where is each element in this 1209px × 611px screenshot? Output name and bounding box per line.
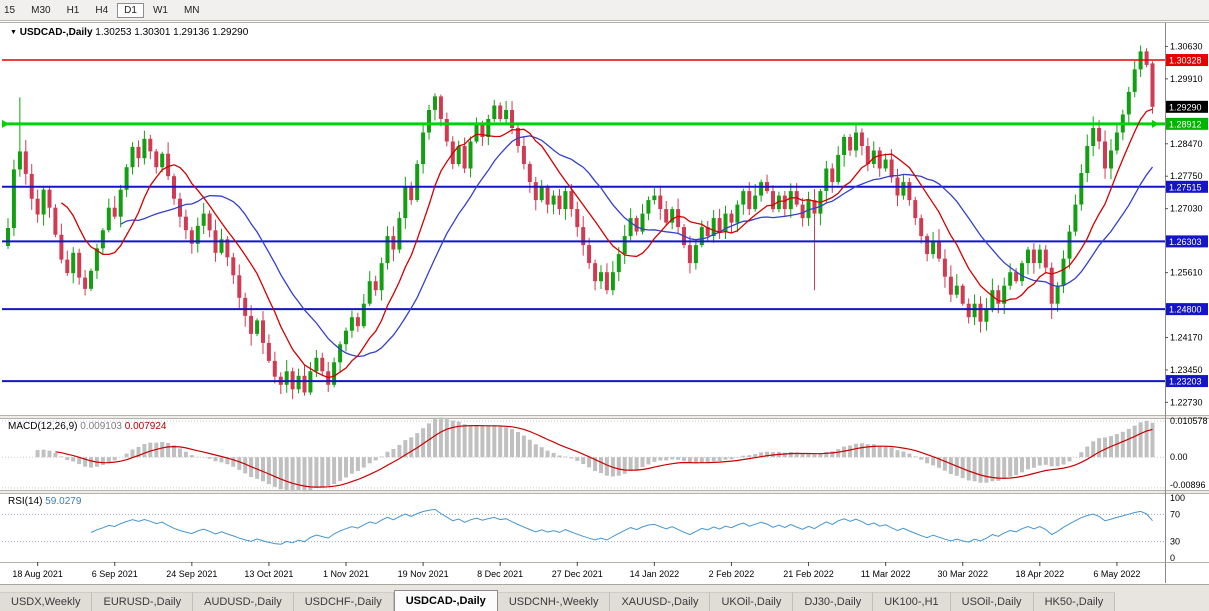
- symbol-tabbar: USDX,Weekly EURUSD-,Daily AUDUSD-,Daily USD…: [0, 584, 1209, 611]
- macd-pane[interactable]: 0.010578 0.00 -0.00896: [2, 416, 1208, 492]
- symbol-tab-usdchf-daily[interactable]: USDCHF-,Daily: [293, 592, 394, 611]
- svg-text:1.28912: 1.28912: [1169, 119, 1202, 129]
- rsi-axis-label: 30: [1170, 537, 1180, 547]
- svg-text:1.27515: 1.27515: [1169, 182, 1202, 192]
- level-line-arrow-icon: [1152, 119, 1159, 128]
- svg-text:1.30328: 1.30328: [1169, 56, 1202, 66]
- symbol-tab-dj30-daily[interactable]: DJ30-,Daily: [793, 592, 874, 611]
- level-line-arrow-icon: [2, 119, 9, 128]
- symbol-tab-ukoil-daily[interactable]: UKOil-,Daily: [710, 592, 794, 611]
- symbol-tab-usdcad-daily[interactable]: USDCAD-,Daily: [393, 590, 498, 611]
- timeframe-button-h1[interactable]: H1: [66, 4, 80, 16]
- macd-axis-label: 0.00: [1170, 452, 1188, 462]
- price-tick-label: 1.25610: [1170, 268, 1203, 278]
- rsi-axis-label: 70: [1170, 509, 1180, 519]
- timeframe-button-m30[interactable]: M30: [31, 4, 51, 16]
- date-label: 11 Mar 2022: [861, 569, 911, 579]
- price-tick-label: 1.27750: [1170, 171, 1203, 181]
- symbol-tab-usdcnh-weekly[interactable]: USDCNH-,Weekly: [497, 592, 611, 611]
- timeframe-toolbar: 15 M30 H1 H4 D1 W1 MN: [0, 0, 1209, 21]
- ma-fast-line: [61, 108, 1153, 379]
- price-tick-label: 1.30630: [1170, 41, 1203, 51]
- date-label: 8 Dec 2021: [477, 569, 523, 579]
- pane-separator[interactable]: [0, 415, 1209, 419]
- date-label: 21 Feb 2022: [783, 569, 834, 579]
- symbol-tab-uk100-h1[interactable]: UK100-,H1: [873, 592, 951, 611]
- symbol-tab-usoil-daily[interactable]: USOil-,Daily: [950, 592, 1034, 611]
- level-price-label: [1166, 54, 1208, 67]
- timeframe-button-d1[interactable]: D1: [117, 2, 144, 18]
- price-tick-label: 1.23450: [1170, 365, 1203, 375]
- timeframe-button-15[interactable]: 15: [4, 4, 16, 16]
- symbol-tab-audusd-daily[interactable]: AUDUSD-,Daily: [193, 592, 294, 611]
- date-label: 6 Sep 2021: [92, 569, 138, 579]
- rsi-line: [90, 508, 1153, 545]
- date-label: 13 Oct 2021: [244, 569, 293, 579]
- price-tick-label: 1.22730: [1170, 397, 1203, 407]
- level-price-label: [1166, 375, 1208, 388]
- price-axis[interactable]: 1.30630 1.29910 1.28470 1.27750 1.27030 1.256…: [1165, 41, 1208, 407]
- level-price-label: [1166, 303, 1208, 316]
- symbol-tab-usdx-weekly[interactable]: USDX,Weekly: [0, 592, 93, 611]
- date-label: 18 Apr 2022: [1016, 569, 1065, 579]
- level-price-label: [1166, 235, 1208, 248]
- rsi-pane[interactable]: 100 70 30 0: [2, 493, 1185, 563]
- price-tick-label: 1.29910: [1170, 74, 1203, 84]
- date-label: 18 Aug 2021: [12, 569, 63, 579]
- date-label: 1 Nov 2021: [323, 569, 369, 579]
- ma-slow-line: [120, 135, 1154, 358]
- date-label: 14 Jan 2022: [630, 569, 680, 579]
- svg-text:1.29290: 1.29290: [1169, 102, 1202, 112]
- date-label: 19 Nov 2021: [398, 569, 449, 579]
- symbol-tab-hk50-daily[interactable]: HK50-,Daily: [1033, 592, 1116, 611]
- macd-signal-line: [55, 424, 1153, 488]
- symbol-tab-eurusd-daily[interactable]: EURUSD-,Daily: [92, 592, 194, 611]
- date-label: 30 Mar 2022: [937, 569, 988, 579]
- symbol-tab-xauusd-daily[interactable]: XAUUSD-,Daily: [610, 592, 711, 611]
- timeframe-button-w1[interactable]: W1: [152, 4, 168, 16]
- date-label: 6 May 2022: [1093, 569, 1140, 579]
- level-price-label: [1166, 180, 1208, 193]
- date-label: 27 Dec 2021: [552, 569, 603, 579]
- rsi-axis-label: 100: [1170, 493, 1185, 503]
- date-label: 2 Feb 2022: [709, 569, 755, 579]
- date-label: 24 Sep 2021: [166, 569, 217, 579]
- price-tick-label: 1.27030: [1170, 204, 1203, 214]
- chart-background: [0, 0, 1209, 584]
- level-price-label: [1166, 117, 1208, 130]
- timeframe-button-h4[interactable]: H4: [95, 4, 109, 16]
- svg-text:1.23203: 1.23203: [1169, 377, 1202, 387]
- current-price-label: [1166, 100, 1208, 113]
- price-tick-label: 1.28470: [1170, 139, 1203, 149]
- svg-text:1.24800: 1.24800: [1169, 305, 1202, 315]
- macd-axis-label: -0.00896: [1170, 480, 1206, 490]
- price-levels-layer: [2, 59, 1165, 383]
- macd-axis-label: 0.010578: [1170, 416, 1208, 426]
- time-axis[interactable]: 18 Aug 2021 6 Sep 2021 24 Sep 2021 13 Oct 2…: [12, 562, 1140, 579]
- chart-canvas[interactable]: 1.30630 1.29910 1.28470 1.27750 1.27030 1.256…: [0, 0, 1209, 584]
- svg-text:1.26303: 1.26303: [1169, 237, 1202, 247]
- pane-separator[interactable]: [0, 490, 1209, 494]
- rsi-axis-label: 0: [1170, 553, 1175, 563]
- price-tick-label: 1.24170: [1170, 333, 1203, 343]
- timeframe-button-mn[interactable]: MN: [183, 4, 200, 16]
